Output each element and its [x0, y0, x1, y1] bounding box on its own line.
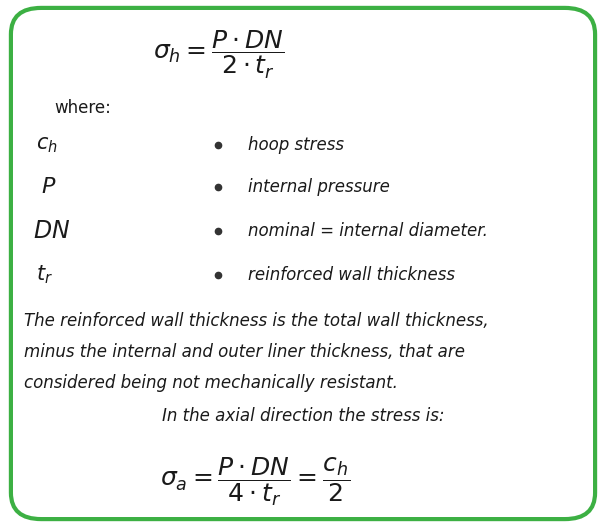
FancyBboxPatch shape — [11, 8, 595, 519]
Text: internal pressure: internal pressure — [248, 178, 390, 196]
Text: $\mathit{c}_{h}$: $\mathit{c}_{h}$ — [36, 135, 58, 155]
Text: In the axial direction the stress is:: In the axial direction the stress is: — [162, 407, 444, 425]
Text: where:: where: — [55, 99, 112, 117]
Text: hoop stress: hoop stress — [248, 136, 344, 154]
Text: The reinforced wall thickness is the total wall thickness,: The reinforced wall thickness is the tot… — [24, 313, 489, 330]
Text: considered being not mechanically resistant.: considered being not mechanically resist… — [24, 374, 398, 392]
Text: $\sigma_h = \dfrac{P \cdot DN}{2 \cdot t_r}$: $\sigma_h = \dfrac{P \cdot DN}{2 \cdot t… — [153, 30, 284, 81]
Text: reinforced wall thickness: reinforced wall thickness — [248, 266, 456, 284]
Text: $\sigma_a = \dfrac{P \cdot DN}{4 \cdot t_r} = \dfrac{\mathit{c}_{h}}{2}$: $\sigma_a = \dfrac{P \cdot DN}{4 \cdot t… — [159, 456, 350, 509]
Text: nominal = internal diameter.: nominal = internal diameter. — [248, 222, 488, 240]
Text: minus the internal and outer liner thickness, that are: minus the internal and outer liner thick… — [24, 343, 465, 361]
Text: $\mathit{t}_{r}$: $\mathit{t}_{r}$ — [36, 264, 53, 286]
Text: $\mathit{P}$: $\mathit{P}$ — [41, 177, 56, 197]
Text: $\mathit{DN}$: $\mathit{DN}$ — [33, 219, 70, 243]
